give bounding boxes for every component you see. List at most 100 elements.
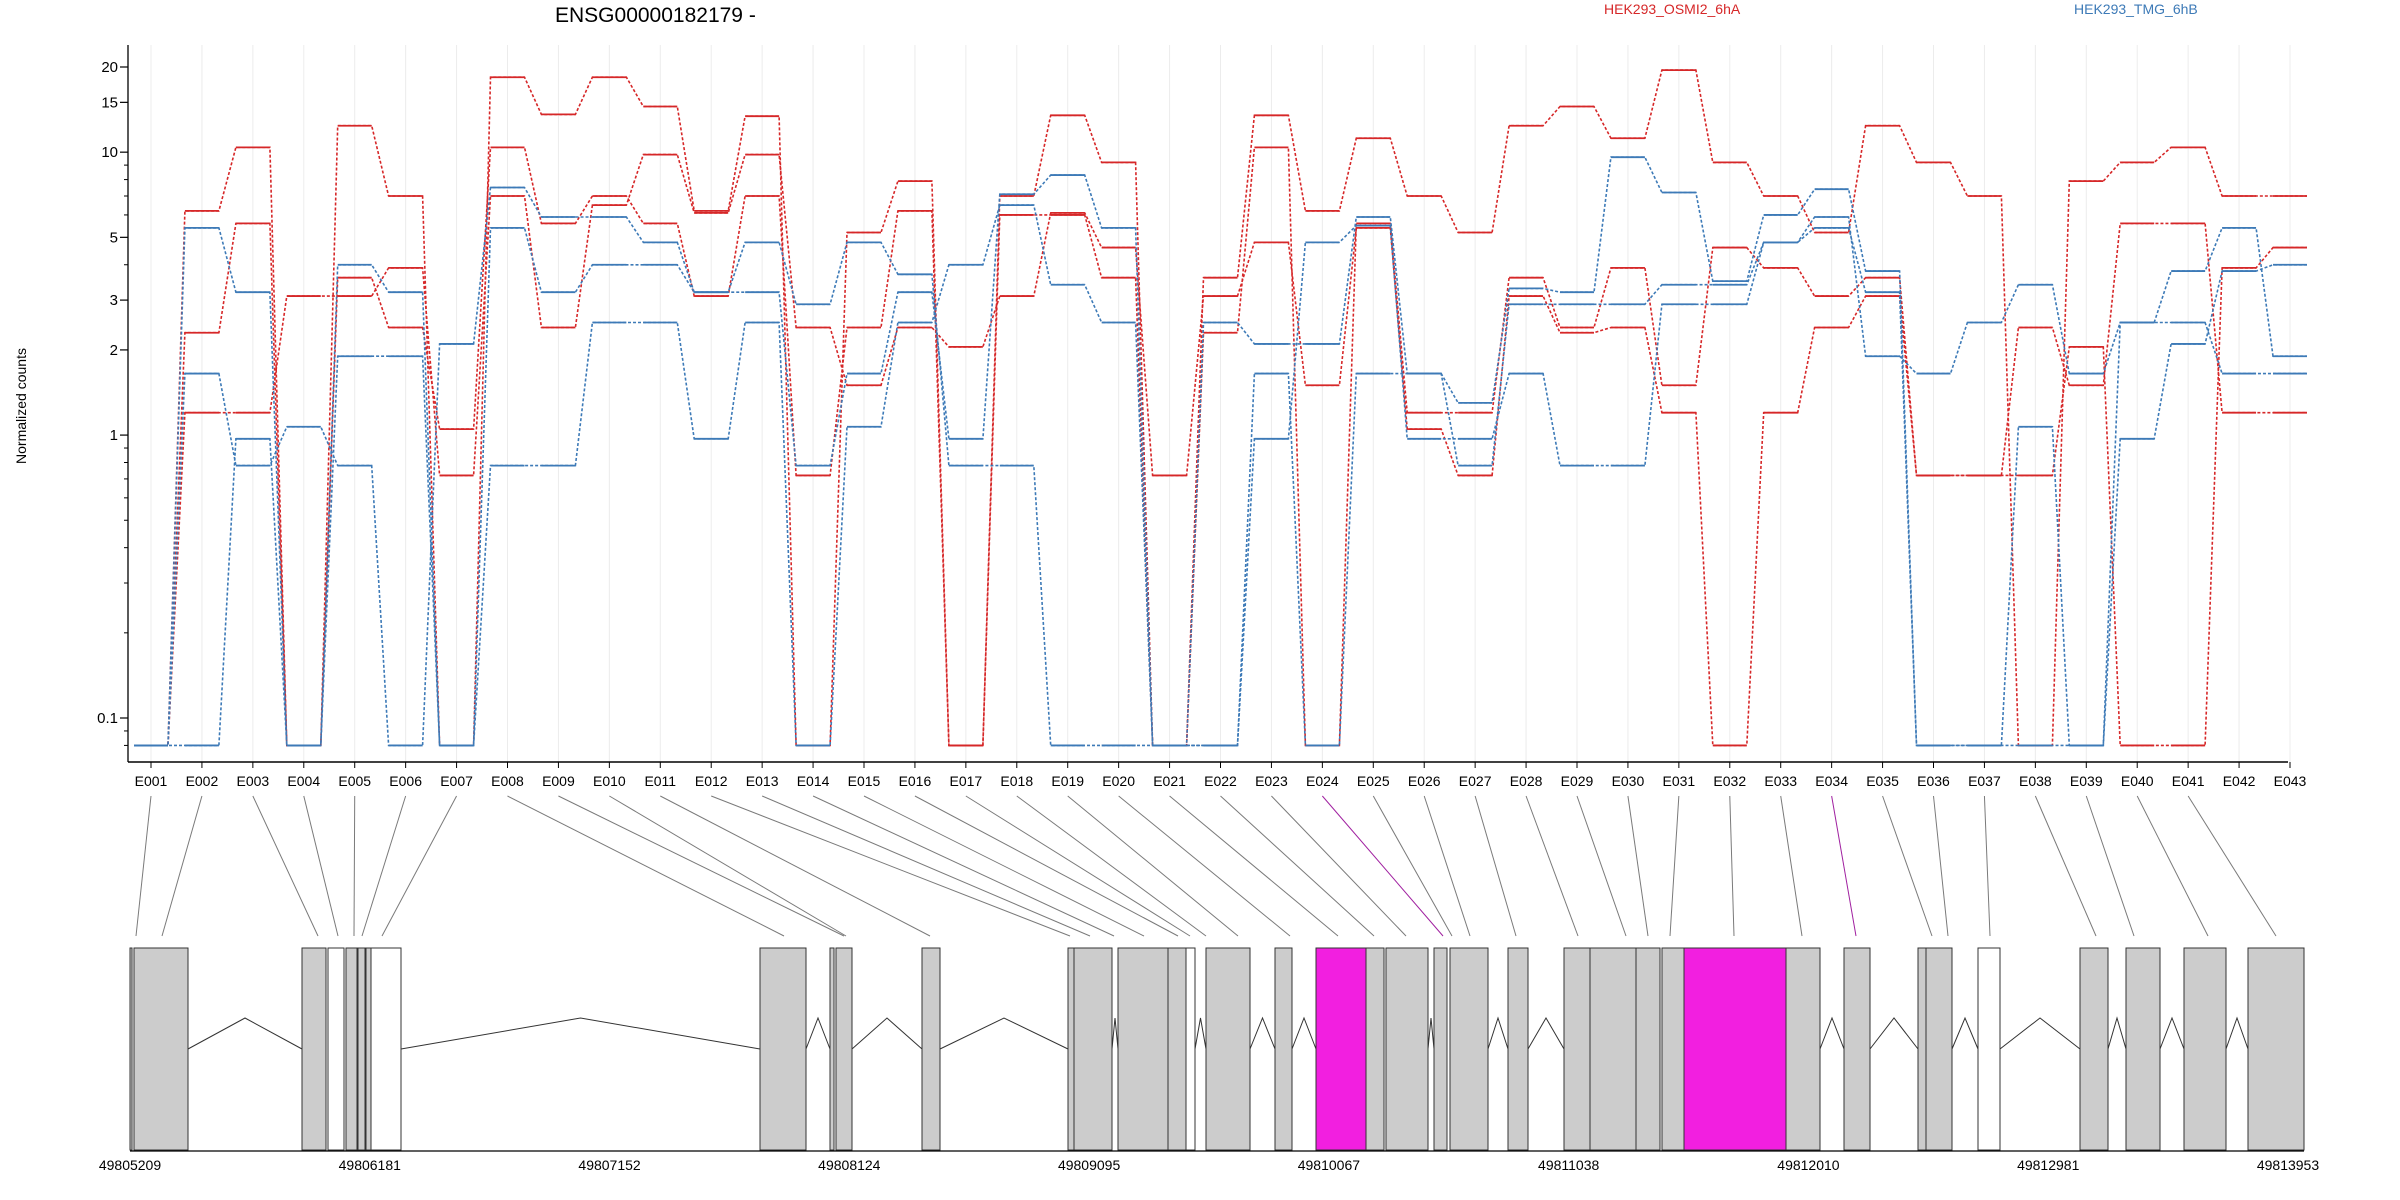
- intron-line: [400, 1017, 761, 1050]
- legend-label-osmi2: HEK293_OSMI2_6hA: [1604, 1, 1741, 17]
- x-tick-label: E019: [1051, 773, 1084, 789]
- x-tick-label: E004: [287, 773, 320, 789]
- x-tick-label: E018: [1000, 773, 1033, 789]
- intron-line: [1427, 1017, 1435, 1050]
- exon-block: [1843, 947, 1871, 1151]
- exon-block: [1167, 947, 1187, 1151]
- coordinate-label: 49807152: [578, 1157, 641, 1173]
- bin-connector: [1882, 795, 1933, 937]
- exon-block: [1785, 947, 1821, 1151]
- y-tick-label: 10: [101, 144, 118, 161]
- exon-block: [1917, 947, 1927, 1151]
- bin-connector: [2136, 795, 2209, 937]
- bin-connector: [1169, 795, 1339, 937]
- coordinate-label: 49812981: [2017, 1157, 2080, 1173]
- bin-connector: [135, 795, 152, 937]
- bin-connector: [252, 795, 319, 937]
- exon-block: [1635, 947, 1661, 1151]
- bin-connector: [1474, 795, 1517, 937]
- bin-connector: [1669, 795, 1680, 937]
- x-tick-label: E027: [1459, 773, 1492, 789]
- intron-line: [187, 1017, 303, 1050]
- exon-block: [1433, 947, 1448, 1151]
- x-tick-label: E031: [1663, 773, 1696, 789]
- exon-block: [2125, 947, 2161, 1151]
- y-tick-label: 5: [110, 229, 118, 246]
- x-tick-label: E009: [542, 773, 575, 789]
- x-tick-label: E028: [1510, 773, 1543, 789]
- bin-connector: [761, 795, 1091, 937]
- bin-connector: [1983, 795, 1991, 937]
- y-tick-label: 0.1: [97, 710, 118, 727]
- genomic-coordinate-axis: 49805209 49806181 49807152 49808124 49809095…: [99, 1150, 2319, 1173]
- exon-block: [2183, 947, 2227, 1151]
- x-tick-label: E029: [1561, 773, 1594, 789]
- bin-connector: [863, 795, 1145, 937]
- coordinate-label: 49809095: [1058, 1157, 1121, 1173]
- y-tick-label: 1: [110, 427, 118, 444]
- x-tick-label: E043: [2274, 773, 2307, 789]
- exon-block: [1507, 947, 1529, 1151]
- bin-connector: [161, 795, 203, 937]
- bin-connector: [812, 795, 1115, 937]
- exon-block: [1563, 947, 1591, 1151]
- bin-connector: [1220, 795, 1375, 937]
- exon-block: [1117, 947, 1169, 1151]
- exon-block: [1205, 947, 1251, 1151]
- coordinate-label: 49806181: [339, 1157, 402, 1173]
- x-tick-label: E037: [1968, 773, 2001, 789]
- bin-connector: [609, 795, 847, 937]
- x-tick-label: E007: [440, 773, 473, 789]
- x-tick-label: E001: [135, 773, 168, 789]
- x-tick-label: E035: [1866, 773, 1899, 789]
- bin-connector: [1118, 795, 1291, 937]
- x-axis: E001 E002 E003 E004 E005 E006 E007 E008 E009 E010…: [128, 761, 2307, 789]
- x-tick-label: E006: [389, 773, 422, 789]
- coordinate-label: 49805209: [99, 1157, 162, 1173]
- x-tick-label: E040: [2121, 773, 2154, 789]
- intron-line: [1111, 1017, 1119, 1050]
- exon-block: [301, 947, 327, 1151]
- exon-block: [2247, 947, 2305, 1151]
- x-tick-label: E041: [2172, 773, 2205, 789]
- coordinate-label: 49812010: [1777, 1157, 1840, 1173]
- bin-connector: [1321, 795, 1444, 937]
- x-tick-label: E033: [1764, 773, 1797, 789]
- exon-block: [129, 947, 133, 1151]
- bin-connector: [1372, 795, 1453, 937]
- bin-connector: [361, 795, 407, 937]
- intron-line: [851, 1017, 923, 1050]
- exon-block: [921, 947, 941, 1151]
- intron-line: [1527, 1017, 1565, 1050]
- y-axis: 0.1 1 2 3 5 10 15 20: [97, 45, 129, 762]
- intron-line: [939, 1017, 1069, 1050]
- bin-connector: [2187, 795, 2277, 937]
- exon-block: [1385, 947, 1429, 1151]
- bin-connector: [558, 795, 845, 937]
- bin-connector: [1576, 795, 1627, 937]
- y-tick-label: 20: [101, 59, 118, 76]
- bin-connector: [381, 795, 458, 937]
- x-tick-label: E002: [186, 773, 219, 789]
- x-tick-label: E021: [1153, 773, 1186, 789]
- exon-block: [357, 947, 366, 1151]
- x-tick-label: E008: [491, 773, 524, 789]
- intron-line: [2159, 1016, 2185, 1050]
- exon-block: [370, 947, 402, 1151]
- bin-connector: [660, 795, 931, 937]
- bin-connector: [1525, 795, 1579, 937]
- x-tick-label: E036: [1917, 773, 1950, 789]
- x-tick-label: E039: [2070, 773, 2103, 789]
- bin-connector: [1831, 795, 1857, 937]
- exon-block: [1274, 947, 1293, 1151]
- bin-connector: [2085, 795, 2135, 937]
- x-tick-label: E014: [797, 773, 830, 789]
- x-tick-label: E005: [338, 773, 371, 789]
- series-line: [134, 153, 2307, 747]
- intron-line: [2107, 1016, 2127, 1050]
- exon-block: [133, 947, 189, 1151]
- x-tick-label: E010: [593, 773, 626, 789]
- exon-block: [345, 947, 358, 1151]
- intron-line: [1291, 1016, 1317, 1050]
- x-tick-label: E003: [237, 773, 270, 789]
